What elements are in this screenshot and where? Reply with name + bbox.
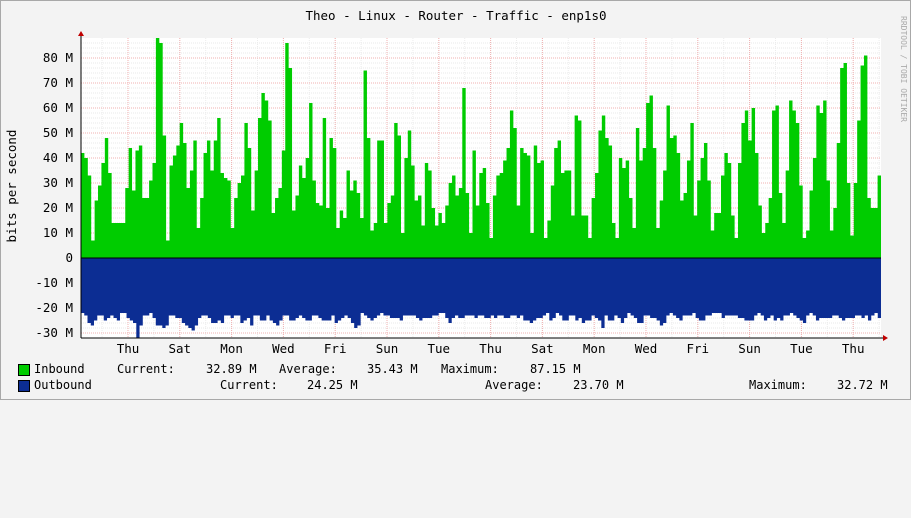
y-tick-label: -30 M (35, 325, 73, 340)
series-areas (81, 38, 881, 338)
x-tick-label: Fri (687, 341, 710, 356)
y-tick-label: 10 M (43, 225, 73, 240)
legend-outbound-maximum-label: Maximum: (749, 378, 807, 392)
x-tick-label: Tue (428, 341, 451, 356)
y-tick-label: 50 M (43, 125, 73, 140)
x-tick-label: Thu (479, 341, 502, 356)
legend-outbound-current: 24.25 M (307, 378, 358, 392)
x-tick-label: Tue (790, 341, 813, 356)
y-tick-label: 40 M (43, 150, 73, 165)
x-tick-label: Wed (272, 341, 295, 356)
y-tick-labels: 80 M 70 M 60 M 50 M 40 M 30 M 20 M 10 M 0 -10 M -2… (35, 50, 73, 340)
y-tick-label: 70 M (43, 75, 73, 90)
legend-outbound-maximum: 32.72 M (837, 378, 888, 392)
rrdtool-watermark: RRDTOOL / TOBI OETIKER (899, 16, 908, 122)
x-tick-label: Sat (169, 341, 192, 356)
y-tick-label: 20 M (43, 200, 73, 215)
y-tick-label: 30 M (43, 175, 73, 190)
inbound-swatch (18, 364, 30, 376)
x-tick-label: Mon (220, 341, 243, 356)
y-axis-arrow (78, 31, 84, 36)
traffic-chart: Theo - Linux - Router - Traffic - enp1s0… (4, 8, 908, 356)
legend-outbound-name: Outbound (34, 378, 92, 392)
x-tick-labels: Thu Sat Mon Wed Fri Sun Tue Thu Sat Mon Wed Fri Sun T… (117, 341, 865, 356)
legend-outbound-current-label: Current: (220, 378, 278, 392)
inbound-area (81, 38, 881, 258)
legend-inbound-current: 32.89 M (206, 362, 257, 376)
legend-inbound: Inbound Current: 32.89 M Average: 35.43 … (18, 362, 581, 376)
outbound-swatch (18, 380, 30, 392)
x-tick-label: Mon (583, 341, 606, 356)
legend-inbound-average-label: Average: (279, 362, 337, 376)
x-tick-label: Sun (738, 341, 761, 356)
x-tick-label: Wed (635, 341, 658, 356)
legend-outbound-average-label: Average: (485, 378, 543, 392)
y-tick-label: 60 M (43, 100, 73, 115)
legend-outbound: Outbound Current: 24.25 M Average: 23.70… (18, 378, 888, 392)
outbound-area (81, 258, 881, 338)
y-tick-label: -10 M (35, 275, 73, 290)
x-tick-label: Thu (117, 341, 140, 356)
x-axis-arrow (883, 335, 888, 341)
legend-inbound-average: 35.43 M (367, 362, 418, 376)
y-axis-label: bits per second (4, 130, 19, 243)
x-tick-label: Sun (376, 341, 399, 356)
legend-inbound-name: Inbound (34, 362, 85, 376)
legend-outbound-average: 23.70 M (573, 378, 624, 392)
graph-frame: Theo - Linux - Router - Traffic - enp1s0… (0, 0, 911, 400)
x-tick-label: Fri (324, 341, 347, 356)
legend-inbound-current-label: Current: (117, 362, 175, 376)
y-tick-label: -20 M (35, 300, 73, 315)
x-tick-label: Thu (842, 341, 865, 356)
y-tick-label: 80 M (43, 50, 73, 65)
legend-inbound-maximum: 87.15 M (530, 362, 581, 376)
legend-inbound-maximum-label: Maximum: (441, 362, 499, 376)
chart-title: Theo - Linux - Router - Traffic - enp1s0 (305, 8, 606, 23)
y-tick-label: 0 (65, 250, 73, 265)
axes (78, 31, 888, 341)
x-tick-label: Sat (531, 341, 554, 356)
